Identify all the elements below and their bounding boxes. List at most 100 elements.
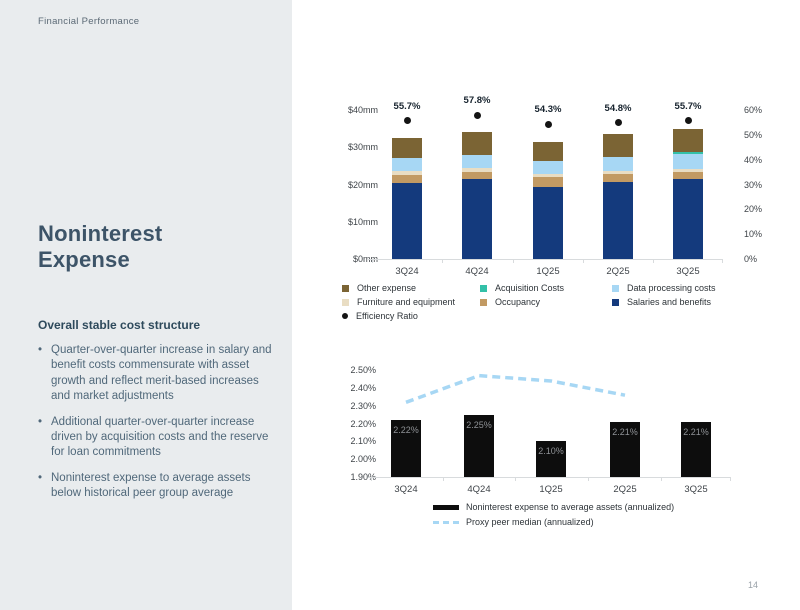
legend-label: Efficiency Ratio: [356, 311, 418, 321]
y-axis-tick-label: 2.50%: [350, 365, 376, 376]
legend-item: Salaries and benefits: [612, 297, 711, 307]
right-axis-tick-label: 10%: [744, 229, 763, 240]
legend-item: Noninterest expense to average assets (a…: [433, 502, 674, 512]
bar-value-label: 2.22%: [393, 425, 419, 436]
y-axis-tick-label: 1.90%: [350, 472, 376, 482]
legend-swatch: [480, 284, 487, 292]
category-label: 4Q24: [465, 266, 489, 277]
y-axis-tick-label: 2.10%: [350, 436, 376, 447]
legend-label: Noninterest expense to average assets (a…: [466, 502, 675, 512]
axis-tick: [372, 259, 373, 263]
right-axis-tick-label: 40%: [744, 154, 763, 165]
y-axis-tick-label: 2.30%: [350, 400, 376, 411]
bar-segment: [603, 133, 633, 158]
bullet-item: Additional quarter-over-quarter increase…: [38, 415, 274, 461]
bar: [681, 421, 711, 477]
legend-item: Furniture and equipment: [342, 297, 455, 307]
legend-label: Other expense: [357, 283, 417, 293]
bullet-item: Noninterest expense to average assets be…: [38, 471, 274, 502]
axis-tick: [722, 259, 723, 263]
axis-tick: [730, 477, 731, 481]
legend-swatch: [612, 298, 619, 306]
efficiency-ratio-label: 57.8%: [463, 95, 491, 107]
legend-label: Acquisition Costs: [495, 283, 565, 293]
bar-segment: [462, 168, 492, 172]
legend-label: Occupancy: [495, 297, 541, 307]
bar-segment: [392, 183, 422, 259]
legend-swatch: [342, 284, 349, 292]
efficiency-ratio-label: 55.7%: [674, 100, 702, 112]
efficiency-ratio-dot: [684, 117, 692, 125]
efficiency-ratio-dot: [473, 111, 481, 119]
axis-tick: [660, 477, 662, 481]
right-axis-tick-label: 20%: [744, 204, 763, 215]
bar-segment: [462, 154, 492, 169]
legend-item: Proxy peer median (annualized): [433, 517, 594, 527]
axis-tick: [371, 477, 372, 481]
bar-segment: [462, 131, 492, 155]
bar-segment: [392, 138, 422, 159]
bar-segment: [603, 157, 633, 171]
efficiency-ratio-label: 54.8%: [604, 102, 632, 114]
y-axis-tick-label: 2.40%: [350, 383, 376, 394]
axis-tick: [515, 477, 516, 481]
bar-legend-swatch: [433, 504, 459, 510]
efficiency-ratio-dot: [403, 117, 411, 125]
bar-segment: [673, 179, 703, 259]
right-axis-tick-label: 60%: [744, 105, 763, 115]
bar-segment: [673, 152, 703, 155]
bar: [464, 414, 494, 477]
category-label: 3Q24: [394, 484, 418, 495]
category-label: 1Q25: [536, 266, 560, 277]
bar-value-label: 2.25%: [466, 419, 492, 430]
axis-tick: [583, 259, 584, 263]
axis-tick: [442, 259, 443, 263]
bar-segment: [673, 154, 703, 169]
bar-segment: [533, 186, 563, 259]
bar: [536, 441, 566, 477]
y-axis-tick-label: $40mm: [347, 105, 378, 115]
bar-segment: [462, 179, 492, 259]
bar-segment: [673, 171, 703, 180]
page-title: Noninterest Expense: [38, 221, 163, 273]
y-axis-tick-label: $20mm: [347, 179, 378, 190]
axis-tick: [512, 259, 514, 263]
bar-segment: [533, 177, 563, 187]
legend-item: Acquisition Costs: [480, 283, 564, 293]
legend-item: Efficiency Ratio: [342, 311, 418, 321]
bar: [610, 421, 640, 477]
category-label: 2Q25: [606, 266, 630, 277]
bar-segment: [673, 128, 703, 153]
legend-item: Occupancy: [480, 297, 540, 307]
efficiency-ratio-dot: [544, 120, 552, 128]
bar-segment: [603, 170, 633, 175]
y-axis-tick-label: 2.20%: [350, 418, 376, 429]
y-axis-tick-label: $10mm: [347, 216, 378, 227]
bar-segment: [533, 173, 563, 178]
bar-segment: [392, 158, 422, 172]
expense-to-average-assets-chart: 2.50% 2.40% 2.30% 2.20% 2.10% 2.00% 1.90% 2.22%…: [330, 360, 800, 540]
category-label: 4Q24: [467, 484, 491, 495]
axis-tick: [653, 259, 654, 263]
bar-segment: [603, 181, 633, 259]
bullet-item: Quarter-over-quarter increase in salary …: [38, 343, 274, 405]
legend-item: Other expense: [342, 283, 416, 293]
category-label: 1Q25: [539, 484, 563, 495]
right-axis-tick-label: 0%: [744, 254, 758, 264]
bar-value-label: 2.10%: [538, 446, 564, 457]
efficiency-ratio-legend-icon: [342, 313, 348, 319]
y-axis-tick-label: 2.00%: [350, 454, 376, 465]
efficiency-ratio-label: 54.3%: [534, 104, 562, 116]
x-axis-line: [368, 477, 730, 478]
legend-label: Salaries and benefits: [627, 297, 712, 307]
legend-swatch: [480, 298, 487, 306]
x-axis-line: [368, 259, 722, 260]
right-axis-tick-label: 50%: [744, 129, 763, 140]
legend-label: Furniture and equipment: [357, 297, 456, 307]
category-label: 3Q25: [684, 484, 708, 495]
category-label: 2Q25: [613, 484, 637, 495]
y-axis-tick-label: $30mm: [347, 142, 378, 153]
bar-segment: [673, 168, 703, 172]
legend-label: Proxy peer median (annualized): [466, 517, 594, 527]
